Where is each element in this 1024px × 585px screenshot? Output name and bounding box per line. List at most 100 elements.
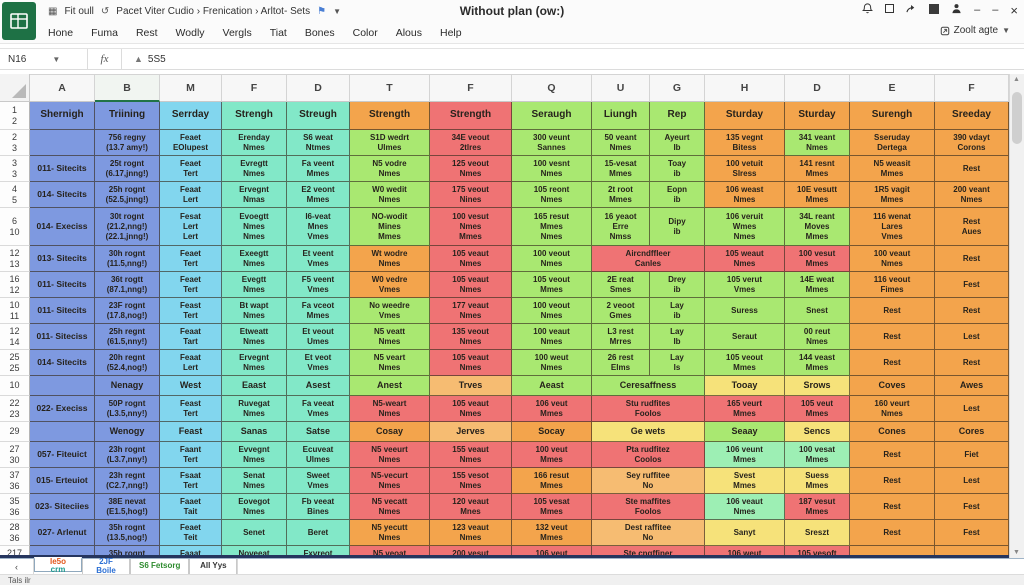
grid-cell[interactable]: Sturday <box>785 102 850 130</box>
grid-cell[interactable]: 106 veruit Wmes Nmes <box>705 208 785 246</box>
grid-cell[interactable]: Pta rudfitez Coolos <box>592 442 705 468</box>
grid-cell[interactable]: N5 veeurt Nmes <box>350 442 430 468</box>
grid-cell[interactable]: Streugh <box>287 102 350 130</box>
grid-cell[interactable]: Rest <box>850 468 935 494</box>
grid-cell[interactable]: Snest <box>785 298 850 324</box>
menu-item-alous[interactable]: Alous <box>395 26 422 39</box>
grid-cell[interactable] <box>30 130 95 156</box>
row-header[interactable]: 27 30 <box>0 442 30 468</box>
grid-cell[interactable]: West <box>160 376 222 396</box>
grid-cell[interactable]: I6-veat Mnes Vmes <box>287 208 350 246</box>
grid-cell[interactable]: 100 vesnt Nmes <box>512 156 592 182</box>
grid-cell[interactable]: Cones <box>850 422 935 442</box>
breadcrumb[interactable]: Pacet Viter Cudio › Frenication › Arltot… <box>116 5 311 17</box>
name-box[interactable]: N16 ▼ <box>0 49 88 69</box>
grid-cell[interactable]: E2 veont Mmes <box>287 182 350 208</box>
grid-cell[interactable]: Feaat Lert <box>160 182 222 208</box>
grid-cell[interactable]: 100 vesut Mmes <box>785 246 850 272</box>
grid-cell[interactable]: Feast Tert <box>160 396 222 422</box>
grid-cell[interactable]: 23F rognt (17.8,nog!) <box>95 298 160 324</box>
grid-cell[interactable]: 106 veut Mmes <box>512 396 592 422</box>
scroll-down-icon[interactable]: ▼ <box>1013 549 1020 556</box>
grid-cell[interactable]: Senat Nmes <box>222 468 287 494</box>
grid-cell[interactable]: 135 vegnt Bitess <box>705 130 785 156</box>
grid-cell[interactable]: Ayeurt Ib <box>650 130 705 156</box>
grid-cell[interactable]: Seraut <box>705 324 785 350</box>
grid-cell[interactable]: Ervegnt Nmes <box>222 350 287 376</box>
grid-cell[interactable]: Suress <box>705 298 785 324</box>
grid-cell[interactable]: Evegtt Nmes <box>222 272 287 298</box>
column-header-F[interactable]: F <box>222 74 287 102</box>
grid-cell[interactable]: 14E weat Mmes <box>785 272 850 298</box>
grid-cell[interactable]: Fb veeat Bines <box>287 494 350 520</box>
grid-cell[interactable]: Rest <box>850 298 935 324</box>
grid-cell[interactable]: Fest <box>935 272 1009 298</box>
grid-cell[interactable]: 105 verut Vmes <box>705 272 785 298</box>
grid-cell[interactable]: Feaet Tert <box>160 246 222 272</box>
close-icon[interactable]: × <box>1010 2 1018 18</box>
grid-cell[interactable]: Ge wets <box>592 422 705 442</box>
grid-cell[interactable]: Evoegtt Nmes Nmes <box>222 208 287 246</box>
row-header[interactable]: 12 14 <box>0 324 30 350</box>
grid-cell[interactable]: 105 veaut Nmes <box>430 396 512 422</box>
row-header[interactable]: 16 12 <box>0 272 30 298</box>
minimize-icon[interactable]: – <box>974 3 981 16</box>
menu-item-bones[interactable]: Bones <box>304 26 335 39</box>
grid-cell[interactable]: Anest <box>350 376 430 396</box>
grid-cell[interactable]: Feaet Tert <box>160 272 222 298</box>
grid-cell[interactable]: Stu rudfites Foolos <box>592 396 705 422</box>
grid-cell[interactable]: Rest <box>935 350 1009 376</box>
grid-cell[interactable]: 165 resut Mmes Nmes <box>512 208 592 246</box>
grid-cell[interactable]: Strength <box>350 102 430 130</box>
grid-cell[interactable]: 105 veaut Nmes <box>430 246 512 272</box>
grid-cell[interactable]: Rest <box>935 298 1009 324</box>
grid-cell[interactable]: Surengh <box>850 102 935 130</box>
grid-cell[interactable]: NO-wodit Mines Mmes <box>350 208 430 246</box>
grid-cell[interactable]: Noveeat Nmes <box>222 546 287 555</box>
fx-icon[interactable]: fx <box>88 49 122 69</box>
grid-cell[interactable]: Strengh <box>222 102 287 130</box>
grid-cell[interactable]: S6 weat Ntmes <box>287 130 350 156</box>
grid-cell[interactable]: Fa vceot Mmes <box>287 298 350 324</box>
grid-cell[interactable]: Fesat Lert Lert <box>160 208 222 246</box>
grid-cell[interactable]: N5 veart Nmes <box>350 350 430 376</box>
grid-cell[interactable]: Aeast <box>512 376 592 396</box>
grid-cell[interactable]: Sseruday Dertega <box>850 130 935 156</box>
row-header[interactable]: 35 36 <box>0 494 30 520</box>
grid-cell[interactable]: Socay <box>512 422 592 442</box>
menu-item-color[interactable]: Color <box>352 26 378 39</box>
menu-item-wodly[interactable]: Wodly <box>175 26 205 39</box>
grid-cell[interactable]: Serrday <box>160 102 222 130</box>
grid-cell[interactable]: Feaet Teit <box>160 520 222 546</box>
sheet-tab-2[interactable]: 2JF Boile <box>82 557 130 574</box>
grid-cell[interactable]: Rest <box>850 350 935 376</box>
sheet-tab-3[interactable]: S6 Fetsorg <box>130 559 190 574</box>
grid-cell[interactable]: 10E vesutt Mmes <box>785 182 850 208</box>
grid-cell[interactable]: Toay ib <box>650 156 705 182</box>
grid-cell[interactable]: 2 veoot Gmes <box>592 298 650 324</box>
grid-cell[interactable]: Wt wodre Nmes <box>350 246 430 272</box>
grid-cell[interactable]: Rep <box>650 102 705 130</box>
menu-item-help[interactable]: Help <box>439 26 462 39</box>
column-header-F[interactable]: F <box>430 74 512 102</box>
grid-cell[interactable]: 200 veant Nmes <box>935 182 1009 208</box>
grid-cell[interactable]: N5 vecatt Nmes <box>350 494 430 520</box>
grid-cell[interactable]: Fxvreot Mes <box>287 546 350 555</box>
grid-cell[interactable]: 105 veout Mmes <box>705 350 785 376</box>
grid-cell[interactable]: Fsaat Tert <box>160 468 222 494</box>
grid-cell[interactable]: Tooay <box>705 376 785 396</box>
grid-cell[interactable]: 100 veaut Nmes <box>512 324 592 350</box>
grid-cell[interactable]: Sweet Vmes <box>287 468 350 494</box>
grid-cell[interactable]: Nenagy <box>95 376 160 396</box>
grid-cell[interactable]: 38E nevat (E1.5,hog!) <box>95 494 160 520</box>
share-icon[interactable] <box>906 3 917 17</box>
grid-cell[interactable]: Rest Aues <box>935 208 1009 246</box>
grid-cell[interactable]: 177 veaut Nmes <box>430 298 512 324</box>
grid-cell[interactable]: 200 vesut Nmes <box>430 546 512 555</box>
bell-icon[interactable] <box>861 3 874 17</box>
grid-cell[interactable]: 756 regny (13.7 amy!) <box>95 130 160 156</box>
grid-cell[interactable]: 014- Execiss <box>30 208 95 246</box>
grid-cell[interactable]: Strength <box>430 102 512 130</box>
